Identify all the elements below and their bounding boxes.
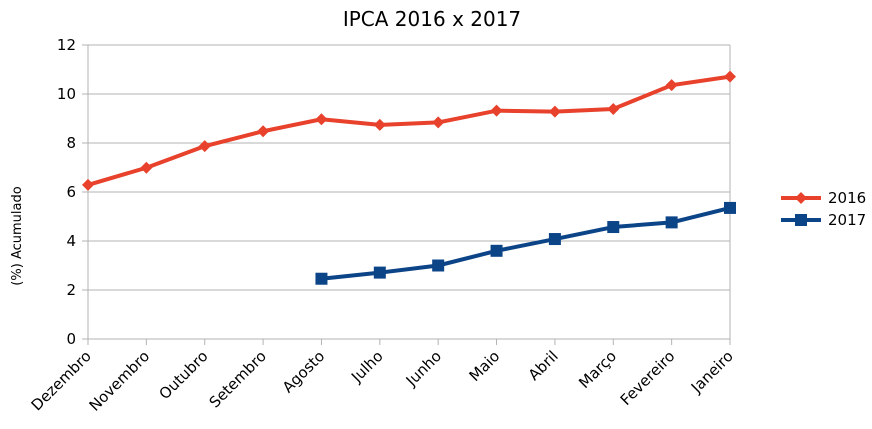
data-point [724,201,736,214]
legend-item: 2016 [781,189,866,207]
chart-title: IPCA 2016 x 2017 [343,7,521,31]
series-group [82,70,736,285]
grid [88,44,731,340]
x-tick-label: Março [575,347,620,392]
y-tick-label: 0 [66,330,76,348]
y-axis-label: (%) Acumulado [10,186,25,285]
y-tick-label: 4 [66,232,76,250]
y-tick-label: 12 [57,36,76,54]
legend-marker [795,214,807,226]
x-tick-label: Fevereiro [617,347,679,409]
data-point [257,125,270,138]
legend: 2016 2017 [781,189,866,229]
x-tick-label: Novembro [86,347,154,415]
y-tick-label: 6 [66,183,76,201]
series-line [321,205,731,281]
x-tick-label: Abril [525,347,562,384]
series-2016 [82,70,736,191]
legend-marker [795,192,807,204]
x-tick-label: Outubro [156,347,212,403]
data-point [548,105,561,118]
data-point [665,79,678,92]
x-tick-label: Agosto [279,347,328,396]
y-tick-label: 10 [57,85,76,103]
data-point [490,244,503,257]
data-point [140,161,153,174]
x-tick-label: Maio [466,347,504,385]
data-point [607,102,620,115]
y-tick-label: 2 [66,281,76,299]
legend-label: 2016 [828,189,866,207]
legend-item: 2017 [781,211,866,229]
data-point [82,178,94,191]
data-point [724,70,736,83]
x-tick-label: Dezembro [28,347,95,414]
data-point [373,118,386,131]
legend-label: 2017 [828,211,866,229]
data-point [490,104,503,117]
data-point [315,272,328,285]
data-point [432,259,445,272]
x-tick-label: Junho [402,347,445,390]
series-2017 [315,201,736,285]
data-point [548,233,561,246]
data-point [198,140,211,153]
x-tick-label: Julho [347,347,386,386]
y-tick-label: 8 [66,134,76,152]
x-tick-label: Janeiro [687,347,737,397]
data-point [665,216,678,229]
data-point [607,221,620,234]
data-point [373,266,386,279]
data-point [315,113,328,126]
x-tick-label: Setembro [206,347,270,411]
data-point [432,116,445,129]
series-line [87,74,731,187]
